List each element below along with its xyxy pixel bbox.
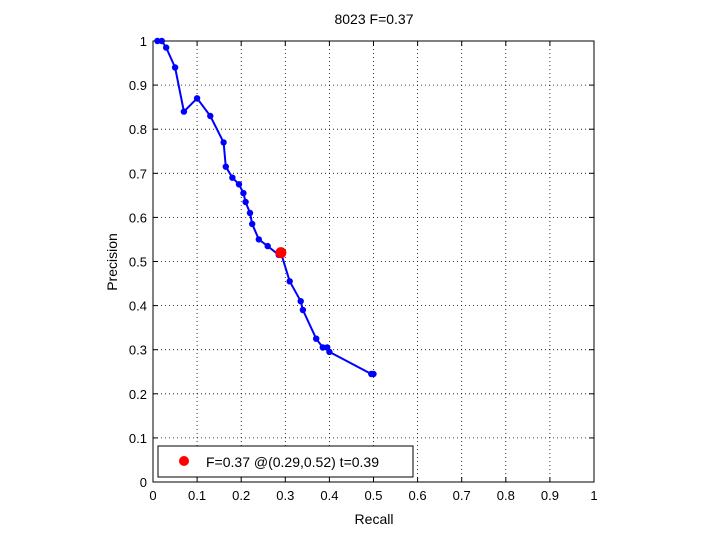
data-point [180,108,188,115]
data-point [246,209,254,217]
series-precision-recall [154,37,377,378]
best-f-point [275,247,287,259]
legend-box [157,445,414,478]
y-tick-label: 0 [140,475,147,490]
x-tick-label: 0.6 [409,488,427,503]
x-tick-label: 0.9 [541,488,559,503]
best-point-marker [275,247,287,259]
data-point [255,236,262,243]
y-tick-label: 0.7 [129,166,147,181]
y-tick-label: 0.8 [129,122,147,137]
data-point [193,95,201,102]
x-tick-label: 0.3 [276,488,294,503]
x-tick-label: 0.2 [232,488,250,503]
x-tick-label: 0.7 [453,488,471,503]
data-point [326,348,333,356]
data-point [158,37,165,45]
data-point [207,112,214,120]
y-tick-label: 0.5 [129,255,147,270]
y-axis: 0 0.1 0.2 0.3 0.4 0.5 0.6 0.7 0.8 0.9 1 [129,34,594,490]
data-point [319,344,326,351]
y-tick-label: 0.4 [129,299,147,314]
data-point [313,335,320,342]
chart-title: 8023 F=0.37 [334,11,413,27]
data-point [240,189,247,197]
x-tick-label: 0.1 [188,488,206,503]
x-tick-label: 0.4 [320,488,338,503]
data-point [370,370,377,378]
data-point [222,163,229,170]
y-axis-label: Precision [104,233,120,291]
series-line [157,40,374,375]
x-tick-label: 0.5 [364,488,382,503]
data-point [229,174,236,181]
data-point [154,37,161,45]
y-tick-label: 0.2 [129,387,147,402]
x-tick-label: 0 [149,488,156,503]
x-tick-label: 1 [590,488,597,503]
y-tick-label: 0.3 [129,343,147,358]
y-tick-label: 0.1 [129,431,147,446]
data-point [235,181,243,188]
data-point [286,278,293,285]
data-point [299,306,307,314]
data-point [249,220,256,228]
legend-marker [179,456,189,466]
data-point [264,242,271,250]
data-point [163,44,170,51]
x-tick-label: 0.8 [497,488,515,503]
legend-label: F=0.37 @(0.29,0.52) t=0.39 [206,454,379,470]
y-tick-label: 0.9 [129,78,147,93]
y-tick-label: 0.6 [129,210,147,225]
x-axis-label: Recall [355,511,394,527]
legend: F=0.37 @(0.29,0.52) t=0.39 [157,445,414,478]
data-point [220,139,227,146]
data-point [242,198,249,206]
y-tick-label: 1 [140,34,147,49]
data-point [297,298,304,305]
grid [153,41,594,482]
x-axis: 0 0.1 0.2 0.3 0.4 0.5 0.6 0.7 0.8 0.9 1 [149,41,598,503]
data-point [171,64,179,71]
